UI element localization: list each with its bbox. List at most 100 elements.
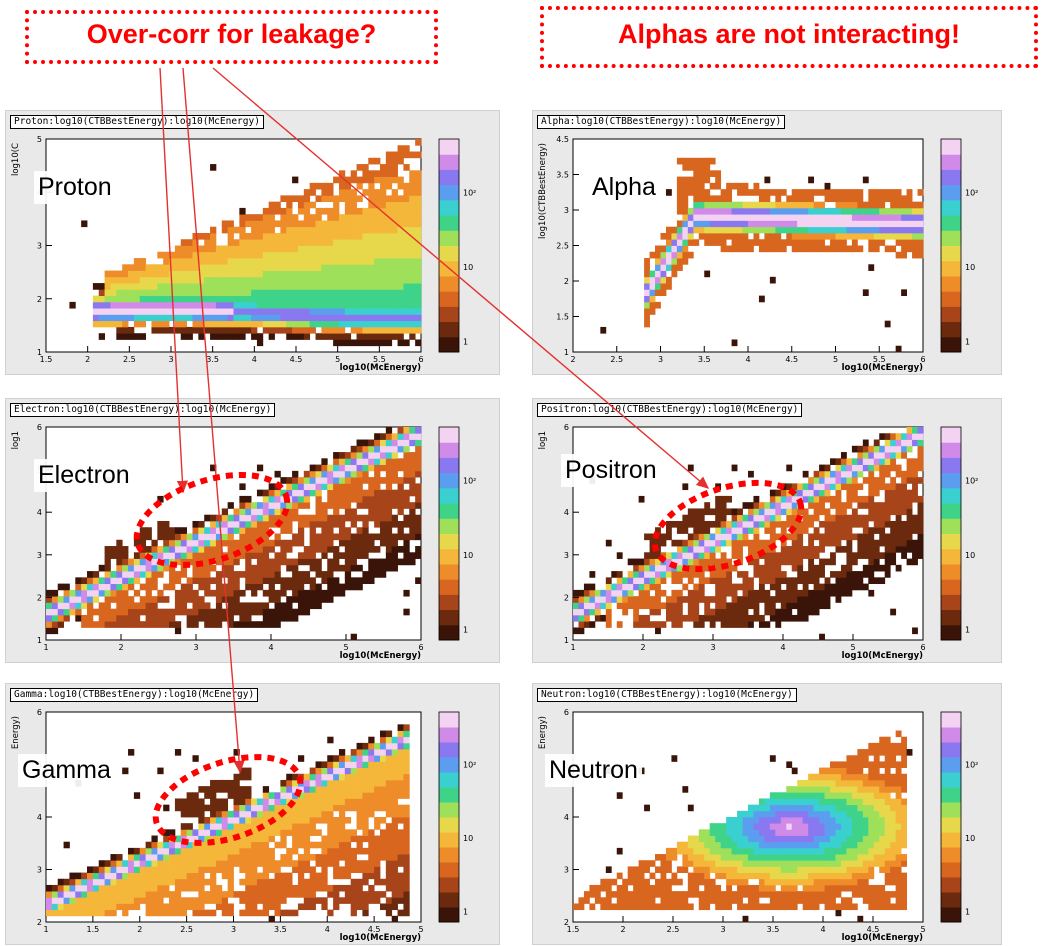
heat-cell	[139, 564, 147, 572]
heat-cell	[110, 596, 117, 603]
heat-cell	[374, 195, 381, 203]
heat-cell	[315, 817, 322, 824]
heat-cell	[221, 527, 229, 534]
heat-cell	[221, 514, 229, 522]
heat-cell	[415, 458, 422, 465]
heat-cell	[227, 829, 234, 836]
heat-cell	[309, 779, 316, 787]
heat-cell	[873, 577, 880, 585]
heat-cell	[69, 301, 76, 309]
heat-cell	[344, 835, 352, 843]
heat-cell	[385, 514, 393, 522]
heat-cell	[397, 891, 404, 898]
colorbar-segment	[941, 139, 961, 155]
heat-cell	[780, 596, 787, 603]
heat-cell	[268, 608, 275, 616]
heat-cell	[857, 502, 864, 509]
heat-cell	[268, 878, 275, 886]
heat-cell	[758, 546, 765, 553]
heat-cell	[292, 502, 299, 509]
heat-cell	[415, 251, 422, 259]
heat-cell	[890, 226, 897, 234]
heat-cell	[262, 251, 270, 259]
heat-cell	[344, 558, 352, 566]
heat-cell	[409, 308, 416, 315]
colorbar-segment	[941, 260, 961, 277]
heat-cell	[379, 452, 387, 459]
heat-cell	[315, 798, 322, 806]
heat-cell	[840, 508, 847, 516]
heat-cell	[374, 872, 381, 880]
heat-cell	[221, 891, 229, 898]
heat-cell	[873, 558, 880, 566]
heat-cell	[715, 608, 722, 616]
heat-cell	[104, 546, 111, 553]
heat-cell	[210, 245, 217, 253]
colorbar-tick-label: 10	[463, 263, 473, 272]
heat-cell	[715, 589, 722, 597]
heat-cell	[374, 220, 381, 228]
heat-cell	[139, 527, 147, 534]
heat-cell	[98, 564, 105, 572]
heat-cell	[262, 909, 270, 917]
colorbar-segment	[941, 427, 961, 443]
heat-cell	[57, 596, 64, 603]
heat-cell	[350, 195, 357, 203]
heat-cell	[104, 608, 111, 616]
heat-cell	[227, 571, 234, 578]
heat-cell	[309, 189, 316, 196]
heat-cell	[633, 891, 640, 898]
heat-cell	[764, 207, 771, 215]
heat-cell	[210, 527, 217, 534]
heat-cell	[262, 546, 270, 553]
heat-cell	[715, 583, 722, 591]
colorbar-segment	[941, 230, 961, 246]
heat-cell	[169, 571, 176, 578]
heat-cell	[879, 508, 886, 516]
heat-cell	[210, 854, 217, 861]
heat-cell	[912, 514, 918, 522]
colorbar-segment	[941, 624, 961, 641]
heat-cell	[169, 533, 176, 541]
heat-cell	[397, 742, 404, 750]
heat-cell	[239, 891, 246, 898]
heat-cell	[292, 539, 299, 547]
heat-cell	[846, 564, 853, 572]
heat-cell	[321, 571, 328, 578]
heat-cell	[901, 207, 907, 215]
heat-cell	[239, 847, 246, 855]
heat-cell	[303, 264, 311, 271]
heat-cell	[344, 872, 352, 880]
heat-cell	[333, 483, 340, 491]
heat-cell	[368, 326, 375, 334]
heat-cell	[356, 258, 363, 265]
heat-cell	[362, 878, 369, 886]
heat-cell	[385, 326, 393, 334]
heat-cell	[391, 295, 398, 303]
heat-cell	[906, 489, 913, 497]
heat-cell	[186, 333, 193, 340]
heat-cell	[215, 798, 223, 806]
heat-cell	[139, 552, 147, 559]
heat-cell	[385, 483, 393, 491]
heat-cell	[884, 470, 891, 478]
x-axis-label: log10(McEnergy)	[340, 933, 421, 943]
heat-cell	[720, 214, 727, 221]
heat-cell	[638, 866, 645, 873]
heat-cell	[884, 533, 891, 541]
heat-cell	[403, 339, 410, 347]
heat-cell	[210, 786, 217, 793]
heat-cell	[239, 214, 246, 221]
heat-cell	[671, 854, 678, 861]
heat-cell	[327, 320, 334, 328]
heat-cell	[704, 220, 711, 228]
heat-cell	[350, 170, 357, 177]
colorbar-segment	[941, 548, 961, 565]
heat-cell	[274, 514, 281, 522]
heat-cell	[362, 308, 369, 315]
heat-cell	[780, 577, 787, 585]
heat-cell	[890, 445, 897, 453]
heat-cell	[321, 596, 328, 603]
heat-cell	[906, 539, 913, 547]
